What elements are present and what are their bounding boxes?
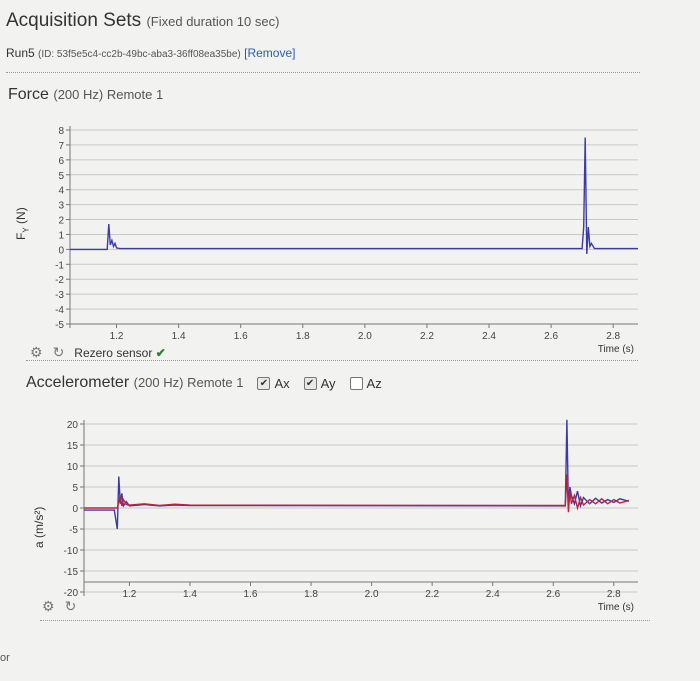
y-tick-label: 10 [67, 462, 79, 473]
check-icon: ✔ [155, 345, 166, 360]
y-tick-label: -15 [64, 567, 79, 578]
remove-run-link[interactable]: [Remove] [244, 46, 296, 60]
x-tick-label: 2.2 [425, 589, 439, 600]
y-tick-label: 0 [58, 245, 64, 256]
run-line: Run5 (ID: 53f5e5c4-cc2b-49bc-aba3-36ff08… [6, 46, 295, 60]
rezero-label: Rezero sensor [74, 345, 153, 360]
force-plot-area: 8 7 6 5 4 3 2 1 0 -1 -2 -3 -4 -5 1.2 1.4 1.6 1.8 2.0 2.2 2.4… [55, 126, 638, 355]
checkbox-icon[interactable]: ✔ [303, 376, 317, 390]
accel-section-title: Accelerometer (200 Hz) Remote 1 [26, 374, 243, 392]
force-title: Force [8, 86, 49, 103]
refresh-icon[interactable]: ↻ [52, 344, 65, 360]
accel-controls: ⚙ ↻ [42, 598, 76, 615]
y-tick-label: 15 [67, 441, 79, 452]
x-tick-label: 1.8 [296, 331, 310, 342]
header-divider [6, 72, 640, 73]
force-section-title: Force (200 Hz) Remote 1 [8, 86, 163, 104]
x-tick-label: 1.8 [304, 589, 318, 600]
x-tick-label: 2.8 [607, 589, 621, 600]
run-id: (ID: 53f5e5c4-cc2b-49bc-aba3-36ff08ea35b… [38, 49, 241, 60]
y-tick-label: -3 [55, 290, 64, 301]
x-tick-label: 2.0 [365, 589, 379, 600]
x-tick-label: 2.6 [544, 331, 558, 342]
x-tick-label: 1.4 [172, 331, 186, 342]
page-edge-text: or [0, 652, 10, 664]
accel-plot-area: 20 15 10 5 0 -5 -10 -15 -20 1.2 1.4 1.6 1.8 2.0 2.2 2.4… [64, 419, 638, 613]
series-line-ay [84, 474, 630, 513]
accel-title-sub: (200 Hz) Remote 1 [133, 375, 244, 390]
checkbox-ay[interactable]: ✔ Ay [303, 375, 336, 391]
acquisition-sets-title: Acquisition Sets (Fixed duration 10 sec) [6, 10, 279, 32]
y-tick-label: 8 [58, 126, 64, 137]
y-tick-label: -10 [64, 546, 79, 557]
y-tick-label: 2 [58, 216, 64, 227]
checkbox-ax[interactable]: ✔ Ax [257, 375, 290, 391]
checkbox-az[interactable]: Az [349, 375, 382, 391]
checkbox-icon[interactable] [349, 376, 363, 390]
y-tick-label: -4 [55, 305, 64, 316]
force-title-sub: (200 Hz) Remote 1 [53, 87, 164, 102]
series-line-ax [84, 419, 630, 530]
y-tick-label: 5 [72, 483, 78, 494]
series-line-fy [70, 137, 638, 254]
accel-title: Accelerometer [26, 374, 130, 391]
x-tick-label: 1.2 [110, 331, 124, 342]
x-tick-label: 1.2 [122, 589, 136, 600]
x-tick-label: 1.6 [244, 589, 258, 600]
x-tick-label: 2.6 [546, 589, 560, 600]
y-tick-label: 1 [58, 230, 64, 241]
y-tick-label: 6 [58, 156, 64, 167]
y-tick-label: 7 [58, 141, 64, 152]
title-duration: (Fixed duration 10 sec) [146, 14, 280, 29]
x-tick-label: 2.8 [606, 331, 620, 342]
run-name: Run5 [6, 46, 35, 60]
x-tick-label: 2.4 [486, 589, 500, 600]
rezero-sensor-button[interactable]: Rezero sensor ✔ [74, 346, 165, 360]
x-tick-label: 2.2 [420, 331, 434, 342]
y-tick-label: -20 [64, 588, 79, 599]
y-tick-label: -1 [55, 260, 64, 271]
checkbox-az-label: Az [366, 375, 382, 391]
x-tick-label: 2.4 [482, 331, 496, 342]
gear-icon[interactable]: ⚙ [42, 598, 55, 614]
force-divider [26, 360, 638, 361]
y-tick-label: -2 [55, 275, 64, 286]
checkbox-ay-label: Ay [320, 375, 336, 391]
accel-y-axis-label: a (m/s²) [32, 506, 46, 548]
y-tick-label: -5 [55, 320, 64, 331]
y-tick-label: 20 [67, 420, 79, 431]
y-tick-label: 4 [58, 186, 64, 197]
x-axis-label: Time (s) [598, 602, 634, 613]
gear-icon[interactable]: ⚙ [30, 344, 43, 360]
x-tick-label: 1.6 [234, 331, 248, 342]
accel-divider [40, 620, 650, 621]
x-tick-label: 2.0 [358, 331, 372, 342]
x-tick-label: 1.4 [183, 589, 197, 600]
accel-header: Accelerometer (200 Hz) Remote 1 ✔ Ax ✔ A… [26, 374, 382, 392]
checkbox-icon[interactable]: ✔ [257, 376, 271, 390]
title-main: Acquisition Sets [6, 10, 142, 31]
force-controls: ⚙ ↻ Rezero sensor ✔ [30, 344, 166, 361]
y-tick-label: 0 [72, 504, 78, 515]
y-tick-label: 5 [58, 171, 64, 182]
y-tick-label: 3 [58, 201, 64, 212]
y-tick-label: -5 [69, 525, 78, 536]
checkbox-ax-label: Ax [274, 375, 290, 391]
x-axis-label: Time (s) [598, 344, 634, 355]
refresh-icon[interactable]: ↻ [64, 598, 77, 614]
